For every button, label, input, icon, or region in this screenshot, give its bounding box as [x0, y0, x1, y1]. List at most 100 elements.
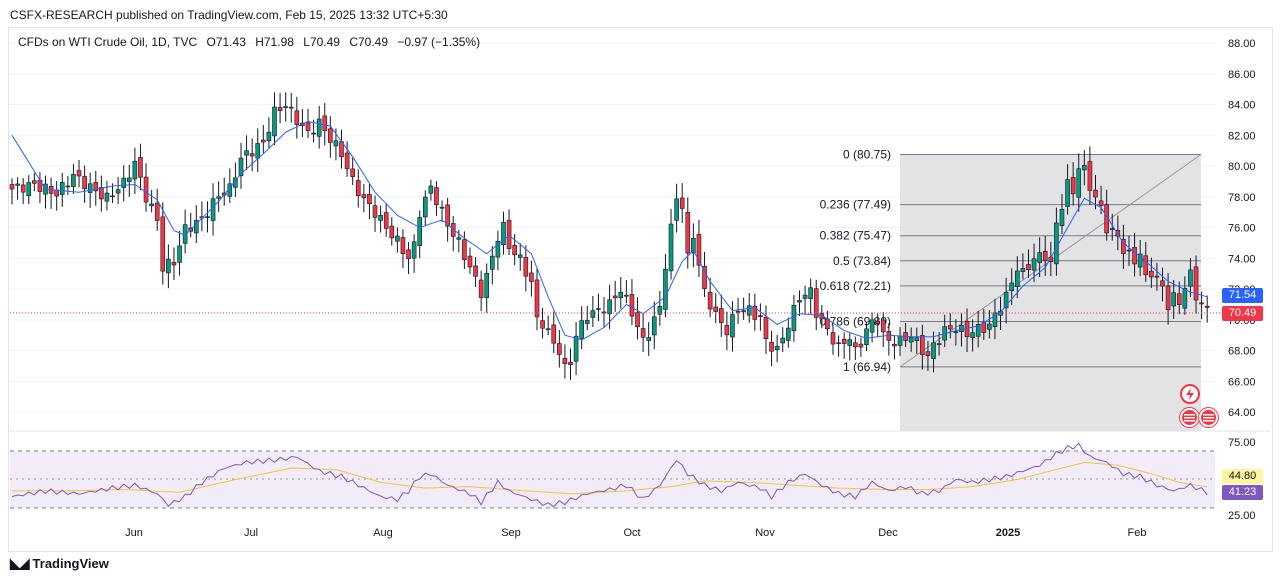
candle-up — [1082, 165, 1087, 171]
flag-us-icon-2[interactable] — [1199, 408, 1218, 427]
candle-up — [205, 216, 210, 218]
candle-down — [305, 122, 311, 131]
candle-up — [104, 192, 110, 202]
candle-down — [557, 343, 562, 355]
candle-down — [76, 170, 82, 177]
candle-up — [590, 310, 596, 318]
candle-down — [702, 266, 707, 290]
candle-down — [361, 194, 367, 199]
candle-up — [422, 196, 428, 218]
candle-down — [93, 182, 99, 192]
chart-frame — [8, 27, 1273, 552]
candle-up — [283, 106, 288, 108]
footer-brand[interactable]: ◣◢ TradingView — [10, 555, 109, 572]
candle-up — [545, 328, 551, 331]
candle-up — [1009, 282, 1015, 291]
candle-down — [696, 234, 702, 266]
candle-down — [99, 187, 104, 200]
candle-up — [177, 245, 182, 263]
candle-down — [629, 294, 635, 317]
candle-up — [378, 215, 383, 221]
candle-up — [333, 140, 339, 147]
rsi-line — [11, 442, 1208, 508]
candle-up — [166, 258, 171, 274]
candle-down — [400, 237, 406, 254]
price-tick-label: 80.00 — [1228, 161, 1256, 173]
candle-up — [501, 222, 506, 246]
fib-level-label: 0.618 (72.21) — [820, 279, 891, 293]
price-tick-label: 78.00 — [1228, 192, 1256, 204]
candle-down — [841, 338, 847, 344]
candle-up — [663, 268, 668, 310]
candle-up — [975, 324, 981, 337]
low-value: L70.49 — [303, 35, 340, 49]
candle-down — [1087, 161, 1093, 191]
flag-us-icon[interactable] — [1180, 408, 1199, 427]
candle-up — [1031, 258, 1037, 271]
candle-down — [294, 110, 300, 125]
candle-up — [774, 345, 780, 350]
candle-up — [746, 305, 752, 316]
price-tick-label: 88.00 — [1228, 38, 1256, 50]
time-tick-label: Aug — [373, 527, 393, 539]
candle-down — [875, 320, 880, 324]
price-tick-label: 86.00 — [1228, 69, 1256, 81]
candle-down — [32, 180, 37, 184]
candle-up — [395, 235, 400, 242]
close-value: C70.49 — [349, 35, 389, 49]
candle-down — [1193, 266, 1199, 301]
candle-up — [255, 143, 261, 159]
rsi-tick-label: 25.00 — [1228, 510, 1256, 522]
fib-level-label: 1 (66.94) — [843, 360, 891, 374]
candle-down — [160, 216, 166, 272]
candle-down — [853, 342, 858, 348]
candle-down — [1199, 302, 1204, 305]
candle-down — [551, 324, 557, 344]
candle-up — [1076, 168, 1082, 198]
candle-down — [372, 205, 378, 218]
candle-down — [1070, 177, 1076, 195]
candle-up — [216, 196, 221, 199]
candle-up — [987, 323, 992, 330]
tradingview-logo-icon: ◣◢ — [10, 555, 29, 571]
lightning-icon[interactable] — [1180, 384, 1200, 404]
candle-up — [1020, 268, 1026, 272]
candle-up — [847, 339, 853, 346]
candle-up — [791, 304, 797, 332]
candle-down — [54, 189, 59, 197]
candle-up — [1065, 179, 1070, 207]
fib-level-label: 0.5 (73.84) — [833, 254, 891, 268]
candles — [9, 92, 1210, 380]
candle-up — [869, 319, 875, 333]
change-value: −0.97 (−1.35%) — [397, 35, 481, 49]
candle-up — [780, 337, 786, 344]
candle-down — [450, 223, 456, 237]
candle-down — [612, 295, 618, 299]
candle-up — [428, 185, 434, 194]
candle-down — [355, 180, 361, 197]
last-price-badge: 70.49 — [1222, 306, 1263, 321]
candle-down — [328, 128, 333, 143]
candle-up — [272, 106, 277, 137]
candle-up — [657, 305, 663, 315]
candle-down — [713, 306, 719, 312]
candle-down — [1154, 275, 1160, 278]
candle-down — [512, 245, 517, 256]
candle-down — [1143, 255, 1149, 276]
symbol-name: CFDs on WTI Crude Oil, 1D, TVC — [18, 35, 198, 49]
candle-down — [813, 288, 819, 318]
candle-down — [1042, 250, 1048, 261]
candle-down — [261, 139, 266, 143]
candle-up — [1182, 288, 1188, 309]
open-value: O71.43 — [206, 35, 246, 49]
candle-up — [897, 335, 903, 346]
candle-up — [674, 198, 679, 221]
price-tick-label: 84.00 — [1228, 100, 1256, 112]
candle-down — [9, 184, 15, 190]
candle-down — [707, 291, 713, 310]
candle-down — [568, 362, 573, 365]
candle-up — [132, 160, 138, 180]
candle-down — [389, 225, 395, 239]
candle-down — [1160, 280, 1165, 287]
